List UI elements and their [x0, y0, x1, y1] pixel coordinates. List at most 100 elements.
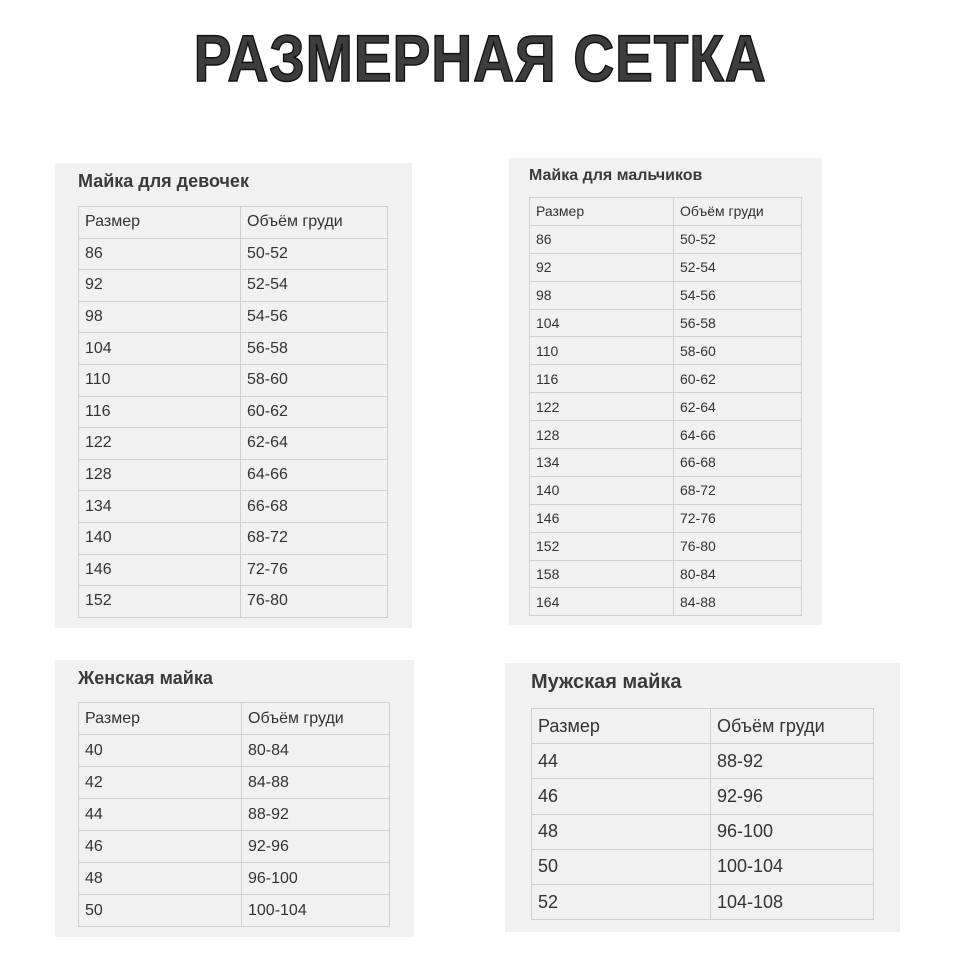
size-cell: 44	[531, 743, 711, 780]
size-cell: 40	[78, 734, 242, 767]
table-header-row: Размер Объём груди	[78, 206, 388, 239]
panel-girls: Майка для девочек Размер Объём груди 86 50-5…	[55, 163, 412, 628]
size-cell: 116	[529, 364, 674, 394]
table-row: 52 104-108	[531, 883, 874, 921]
table-title: Майка для мальчиков	[529, 167, 703, 184]
size-cell: 86	[529, 224, 674, 254]
panel-women: Женская майка Размер Объём груди 40 80-84 42 8…	[55, 660, 414, 937]
chest-cell: 100-104	[241, 894, 390, 927]
table-row: 110 58-60	[78, 363, 388, 397]
table-row: 116 60-62	[78, 395, 388, 429]
size-cell: 122	[78, 427, 241, 460]
chest-cell: 58-60	[240, 363, 388, 397]
chest-cell: Объём груди	[241, 702, 390, 735]
chest-cell: 56-58	[240, 332, 388, 365]
chest-cell: 68-72	[240, 521, 388, 555]
chest-cell: 96-100	[241, 862, 390, 895]
table-row: 158 80-84	[529, 559, 802, 589]
chest-cell: 84-88	[673, 587, 802, 617]
chest-cell: 92-96	[710, 778, 874, 815]
chest-cell: 76-80	[673, 531, 802, 561]
chest-cell: 60-62	[240, 395, 388, 429]
table-row: 104 56-58	[78, 332, 388, 365]
table-row: 42 84-88	[78, 766, 390, 799]
table-title: Майка для девочек	[78, 171, 249, 191]
size-cell: 92	[529, 252, 674, 282]
chest-cell: 84-88	[241, 766, 390, 799]
size-cell: Размер	[78, 702, 242, 735]
size-cell: 146	[529, 503, 674, 533]
chest-cell: 52-54	[673, 252, 802, 282]
table-header-row: Размер Объём груди	[78, 702, 390, 735]
chest-cell: 50-52	[673, 224, 802, 254]
chest-cell: 100-104	[710, 848, 874, 885]
table-title: Мужская майка	[531, 671, 682, 693]
panel-boys: Майка для мальчиков Размер Объём груди 86 50…	[509, 158, 822, 625]
table-row: 140 68-72	[529, 475, 802, 505]
size-cell: 152	[529, 531, 674, 561]
chest-cell: 92-96	[241, 830, 390, 863]
table-row: 140 68-72	[78, 521, 388, 555]
size-cell: 46	[531, 778, 711, 815]
size-table: Размер Объём груди 86 50-52 92 52-54 98 54-56 10…	[78, 206, 388, 618]
size-cell: 42	[78, 766, 242, 799]
size-cell: 146	[78, 553, 241, 587]
page-title-text: РАЗМЕРНАЯ СЕТКА	[193, 21, 767, 95]
size-cell: 164	[529, 587, 674, 617]
chest-cell: Объём груди	[240, 206, 388, 239]
size-cell: Размер	[529, 197, 674, 226]
table-row: 110 58-60	[529, 336, 802, 366]
chest-cell: 66-68	[673, 448, 802, 477]
size-cell: 128	[529, 420, 674, 450]
table-row: 44 88-92	[531, 743, 874, 780]
chest-cell: Объём груди	[710, 707, 874, 745]
size-cell: Размер	[531, 707, 711, 745]
chest-cell: 60-62	[673, 364, 802, 394]
page-title: РАЗМЕРНАЯ СЕТКА	[0, 21, 960, 95]
table-row: 146 72-76	[78, 553, 388, 587]
size-table: Размер Объём груди 86 50-52 92 52-54 98 54-56 10…	[529, 197, 802, 617]
size-cell: Размер	[78, 206, 241, 239]
table-row: 164 84-88	[529, 587, 802, 617]
table-header-row: Размер Объём груди	[529, 197, 802, 226]
size-cell: 128	[78, 458, 241, 492]
table-header-row: Размер Объём груди	[531, 707, 874, 745]
table-row: 152 76-80	[529, 531, 802, 561]
size-cell: 158	[529, 559, 674, 589]
table-row: 92 52-54	[529, 252, 802, 282]
chest-cell: 80-84	[673, 559, 802, 589]
chest-cell: 88-92	[241, 798, 390, 831]
chest-cell: 104-108	[710, 883, 874, 921]
table-row: 122 62-64	[529, 392, 802, 422]
table-row: 50 100-104	[78, 894, 390, 927]
chest-cell: 68-72	[673, 475, 802, 505]
chest-cell: 76-80	[240, 585, 388, 618]
size-cell: 98	[78, 300, 241, 334]
size-cell: 140	[529, 475, 674, 505]
table-row: 134 66-68	[529, 448, 802, 477]
size-cell: 44	[78, 798, 242, 831]
size-cell: 116	[78, 395, 241, 429]
size-cell: 92	[78, 269, 241, 302]
table-row: 86 50-52	[529, 224, 802, 254]
table-row: 128 64-66	[529, 420, 802, 450]
chest-cell: 56-58	[673, 308, 802, 338]
size-cell: 140	[78, 521, 241, 555]
chest-cell: 54-56	[240, 300, 388, 334]
size-cell: 152	[78, 585, 241, 618]
chest-cell: 62-64	[673, 392, 802, 422]
chest-cell: 52-54	[240, 269, 388, 302]
chest-cell: 88-92	[710, 743, 874, 780]
chest-cell: 64-66	[673, 420, 802, 450]
table-row: 116 60-62	[529, 364, 802, 394]
table-row: 46 92-96	[78, 830, 390, 863]
size-cell: 134	[78, 490, 241, 523]
size-cell: 104	[529, 308, 674, 338]
chest-cell: 58-60	[673, 336, 802, 366]
chest-cell: 54-56	[673, 280, 802, 310]
size-cell: 48	[78, 862, 242, 895]
size-cell: 52	[531, 883, 711, 921]
size-cell: 110	[529, 336, 674, 366]
size-cell: 134	[529, 448, 674, 477]
chest-cell: 50-52	[240, 237, 388, 271]
